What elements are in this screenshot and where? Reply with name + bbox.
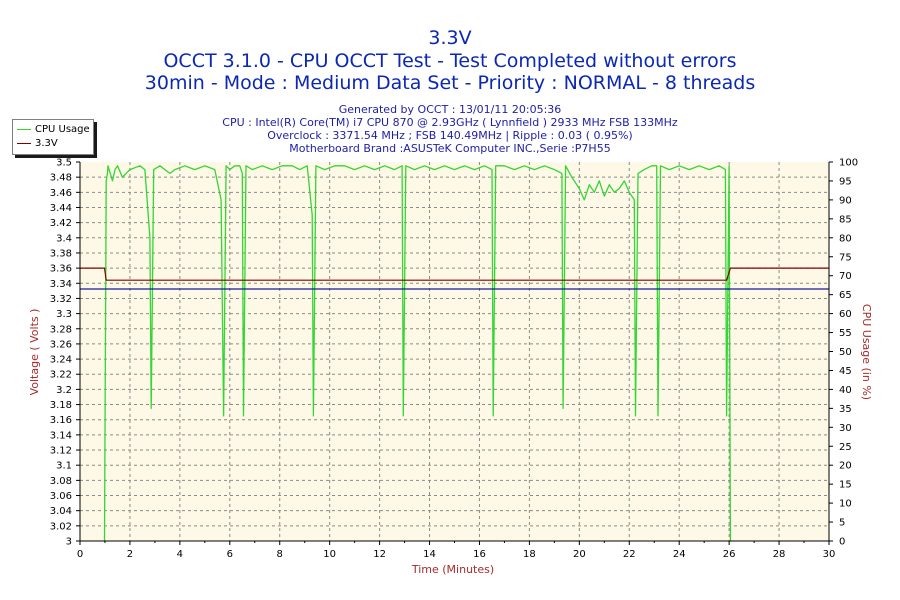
y-tick-label: 3.4 [56,233,72,244]
x-tick-label: 4 [177,549,183,560]
y2-tick-label: 65 [839,290,852,301]
x-tick-label: 6 [227,549,233,560]
y-tick-label: 3.5 [56,158,72,169]
y-tick-label: 3.16 [50,415,72,426]
y2-tick-label: 50 [839,347,852,358]
y-tick-label: 3.18 [50,400,72,411]
x-tick-label: 28 [773,549,786,560]
y-tick-label: 3.08 [50,476,72,487]
y2-axis-label: CPU Usage (in %) [860,304,873,400]
legend-swatch-cpu-usage [17,128,31,130]
y2-tick-label: 80 [839,233,852,244]
chart-subtitle-1: OCCT 3.1.0 - CPU OCCT Test - Test Comple… [163,50,737,72]
x-tick-label: 10 [323,549,336,560]
x-tick-label: 2 [127,549,133,560]
x-tick-label: 22 [623,549,636,560]
y2-tick-label: 60 [839,309,852,320]
y2-tick-label: 5 [839,518,845,529]
info-overclock: Overclock : 3371.54 MHz ; FSB 140.49MHz … [267,129,633,142]
y-tick-label: 3.34 [50,279,72,290]
y2-tick-label: 95 [839,176,852,187]
chart-title: 3.3V [428,27,472,49]
x-tick-label: 18 [523,549,536,560]
y2-tick-label: 70 [839,271,852,282]
info-motherboard: Motherboard Brand :ASUSTeK Computer INC.… [289,142,611,155]
y-tick-label: 3.44 [50,203,72,214]
legend-item-cpu-usage: CPU Usage [17,123,90,136]
y-tick-label: 3.06 [50,491,72,502]
x-tick-label: 24 [673,549,686,560]
legend-swatch-3-3v [17,142,31,144]
y2-tick-label: 15 [839,480,852,491]
x-tick-label: 0 [77,549,83,560]
series-3-3v-line [80,267,829,281]
y2-tick-label: 25 [839,442,852,453]
y2-tick-label: 45 [839,366,852,377]
y-tick-label: 3.1 [56,461,72,472]
x-tick-label: 26 [723,549,736,560]
y2-tick-label: 10 [839,499,852,510]
chart-legend: CPU Usage 3.3V [12,119,94,155]
y-tick-label: 3.04 [50,506,72,517]
y2-tick-label: 20 [839,461,852,472]
legend-item-3-3v: 3.3V [17,137,58,150]
x-tick-label: 12 [373,549,386,560]
y2-tick-label: 40 [839,385,852,396]
y2-tick-label: 75 [839,252,852,263]
series-cpu-usage-line [103,165,732,542]
y2-tick-label: 35 [839,404,852,415]
y2-tick-label: 85 [839,214,852,225]
info-generated: Generated by OCCT : 13/01/11 20:05:36 [338,103,562,116]
x-tick-label: 14 [423,549,436,560]
y2-tick-label: 90 [839,195,852,206]
y-tick-label: 3.2 [56,385,72,396]
legend-label-cpu-usage: CPU Usage [35,124,90,135]
y-tick-label: 3.02 [50,521,72,532]
y-tick-label: 3.32 [50,294,72,305]
y-tick-label: 3.28 [50,324,72,335]
y-tick-label: 3.38 [50,248,72,259]
plot-area [80,162,829,541]
y-tick-label: 3 [66,537,72,548]
chart-subtitle-2: 30min - Mode : Medium Data Set - Priorit… [144,72,756,94]
info-cpu: CPU : Intel(R) Core(TM) i7 CPU 870 @ 2.9… [222,116,678,129]
y2-tick-label: 0 [839,537,845,548]
y-tick-label: 3.3 [56,309,72,320]
y-tick-label: 3.12 [50,446,72,457]
x-tick-label: 16 [473,549,486,560]
y-tick-label: 3.24 [50,355,72,366]
y-tick-label: 3.22 [50,370,72,381]
y2-tick-label: 100 [839,158,858,169]
y-tick-label: 3.48 [50,173,72,184]
y-tick-label: 3.26 [50,339,72,350]
legend-label-3-3v: 3.3V [35,138,58,149]
x-tick-label: 30 [823,549,836,560]
x-tick-label: 8 [277,549,283,560]
x-axis-label: Time (Minutes) [411,563,494,576]
y-tick-label: 3.42 [50,218,72,229]
y-axis-label: Voltage ( Volts ) [28,309,41,396]
y-tick-label: 3.36 [50,264,72,275]
y2-tick-label: 55 [839,328,852,339]
x-tick-label: 20 [573,549,586,560]
y-tick-label: 3.14 [50,430,72,441]
y-tick-label: 3.46 [50,188,72,199]
y2-tick-label: 30 [839,423,852,434]
